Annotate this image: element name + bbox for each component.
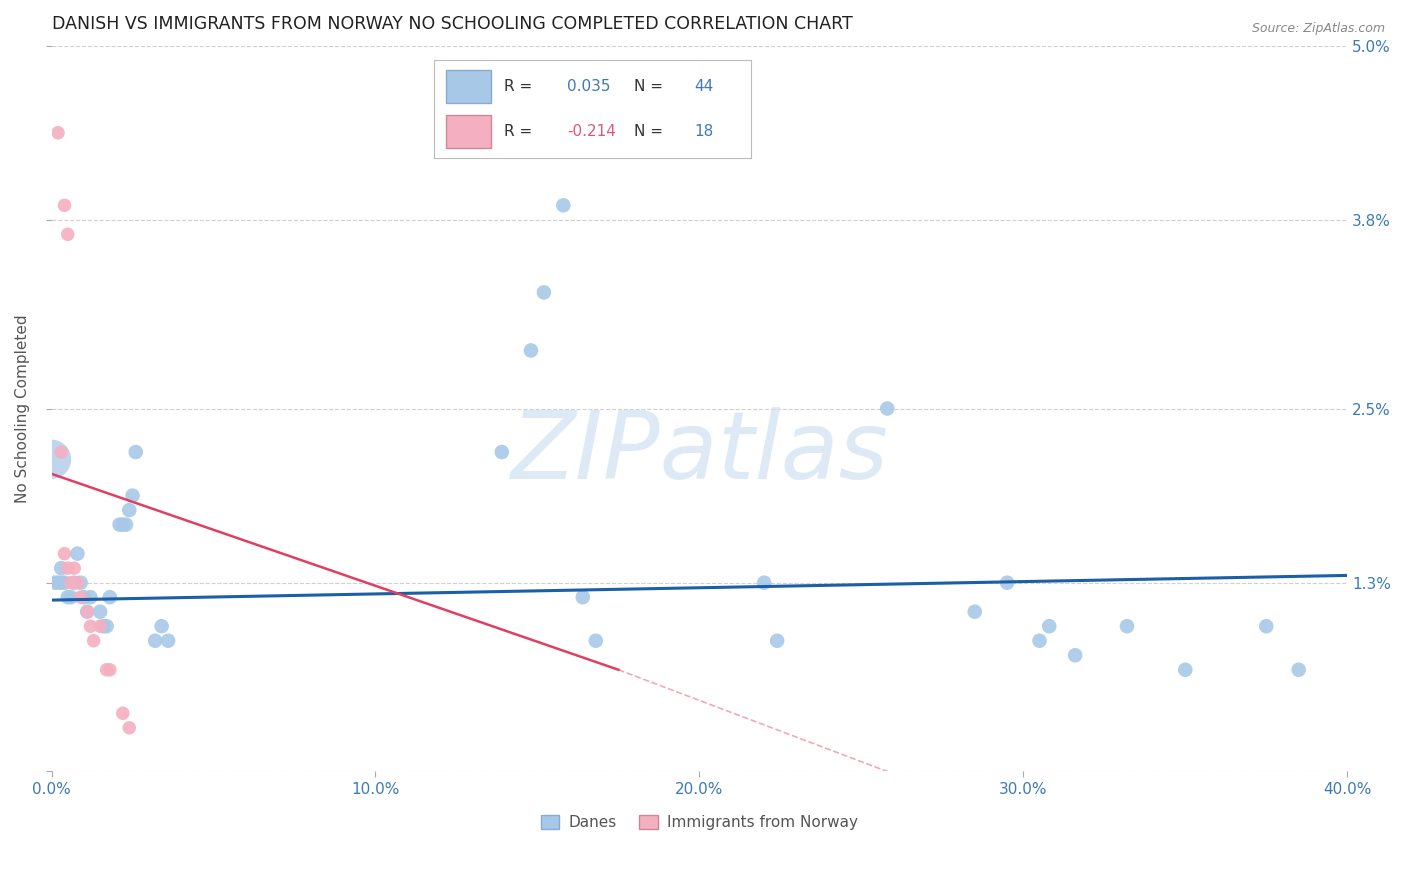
Point <box>59 575 82 590</box>
Point <box>41 452 63 467</box>
Point <box>520 343 543 358</box>
Point <box>53 575 76 590</box>
Point <box>96 663 118 677</box>
Point <box>51 445 73 459</box>
Text: DANISH VS IMMIGRANTS FROM NORWAY NO SCHOOLING COMPLETED CORRELATION CHART: DANISH VS IMMIGRANTS FROM NORWAY NO SCHO… <box>52 15 852 33</box>
Point <box>571 590 593 604</box>
Point <box>98 590 121 604</box>
Point <box>125 445 148 459</box>
Point <box>44 575 66 590</box>
Point <box>1064 648 1087 663</box>
Point <box>76 605 98 619</box>
Point <box>53 198 76 212</box>
Point <box>533 285 555 300</box>
Point <box>46 575 69 590</box>
Point <box>585 633 607 648</box>
Point <box>553 198 575 212</box>
Point <box>1028 633 1050 648</box>
Point <box>51 575 73 590</box>
Point <box>56 227 79 242</box>
Point <box>69 575 91 590</box>
Point <box>56 590 79 604</box>
Point <box>157 633 180 648</box>
Point <box>1288 663 1310 677</box>
Point <box>1116 619 1139 633</box>
Text: ZIPatlas: ZIPatlas <box>510 407 889 498</box>
Point <box>69 590 91 604</box>
Point <box>963 605 986 619</box>
Point <box>73 590 96 604</box>
Text: Source: ZipAtlas.com: Source: ZipAtlas.com <box>1251 22 1385 36</box>
Point <box>66 547 89 561</box>
Y-axis label: No Schooling Completed: No Schooling Completed <box>15 314 30 503</box>
Point <box>63 575 86 590</box>
Point <box>111 517 134 532</box>
Point <box>59 590 82 604</box>
Point <box>98 663 121 677</box>
Point <box>83 633 105 648</box>
Point <box>111 706 134 721</box>
Point <box>46 126 69 140</box>
Point <box>51 561 73 575</box>
Point <box>118 721 141 735</box>
Point <box>89 605 111 619</box>
Point <box>93 619 115 633</box>
Point <box>53 547 76 561</box>
Point <box>79 590 101 604</box>
Point <box>76 605 98 619</box>
Point <box>96 619 118 633</box>
Point <box>115 517 138 532</box>
Point <box>66 575 89 590</box>
Point <box>118 503 141 517</box>
Point <box>1038 619 1060 633</box>
Point <box>754 575 776 590</box>
Point <box>876 401 898 416</box>
Legend: Danes, Immigrants from Norway: Danes, Immigrants from Norway <box>534 809 865 837</box>
Point <box>1256 619 1278 633</box>
Point <box>56 561 79 575</box>
Point <box>766 633 789 648</box>
Point <box>143 633 166 648</box>
Point <box>1174 663 1197 677</box>
Point <box>995 575 1018 590</box>
Point <box>89 619 111 633</box>
Point <box>108 517 131 532</box>
Point <box>150 619 173 633</box>
Point <box>63 561 86 575</box>
Point <box>491 445 513 459</box>
Point <box>79 619 101 633</box>
Point <box>121 489 143 503</box>
